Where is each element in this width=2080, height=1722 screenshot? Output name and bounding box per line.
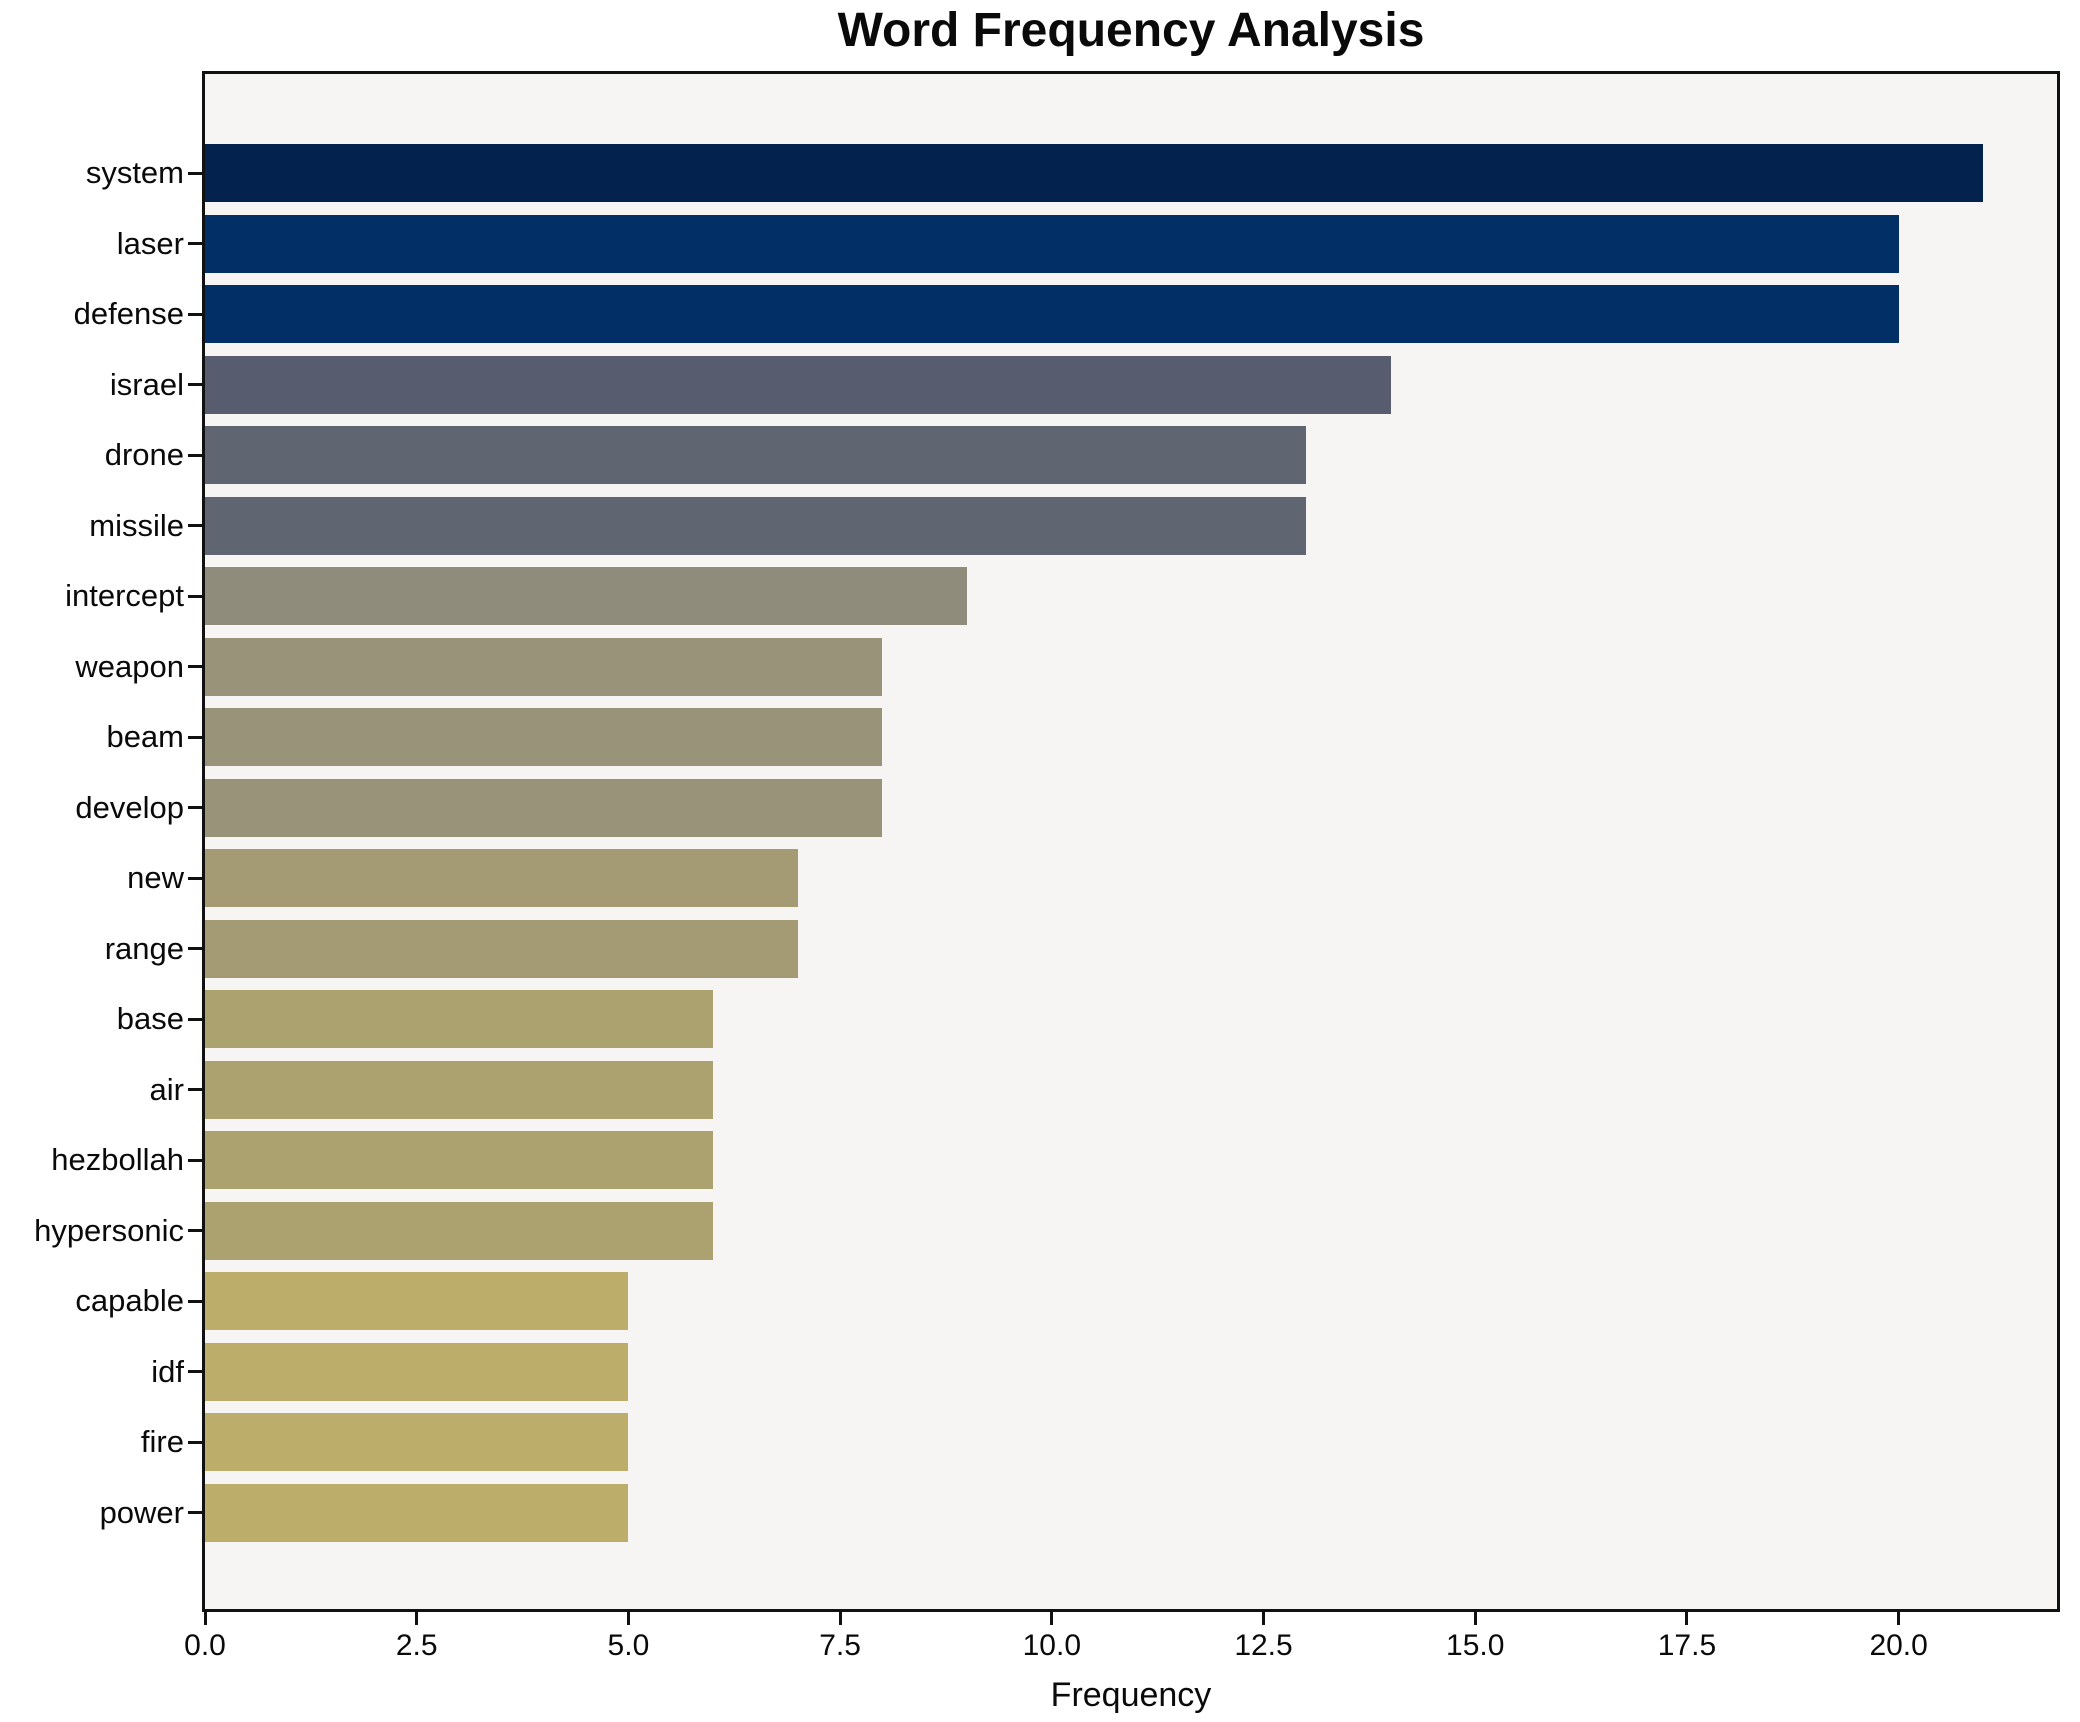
y-tick-mark <box>188 665 202 668</box>
bar-base <box>205 990 714 1048</box>
bar-laser <box>205 214 1899 273</box>
bar-idf <box>205 1342 629 1401</box>
y-tick-mark <box>188 453 202 457</box>
x-tick-label: 2.5 <box>395 1629 438 1662</box>
bar-weapon <box>205 637 883 696</box>
bar-missile <box>205 496 1306 555</box>
y-tick-mark <box>188 735 202 739</box>
y-tick-label-develop: develop <box>75 789 184 825</box>
bar-system <box>205 144 1984 202</box>
y-tick-mark <box>188 1017 202 1021</box>
y-tick-label-laser: laser <box>116 225 184 261</box>
y-tick-label-idf: idf <box>151 1353 184 1389</box>
y-tick-label-air: air <box>149 1071 184 1107</box>
y-tick-label-fire: fire <box>140 1424 184 1459</box>
y-tick-label-new: new <box>127 860 184 895</box>
y-tick-mark <box>188 171 202 175</box>
y-tick-label-capable: capable <box>75 1283 184 1318</box>
x-tick-mark <box>1473 1612 1477 1625</box>
bar-israel <box>205 355 1391 414</box>
x-tick-label: 17.5 <box>1657 1629 1717 1662</box>
y-tick-mark <box>188 383 202 386</box>
y-tick-mark <box>188 524 202 527</box>
y-tick-mark <box>188 1370 202 1373</box>
bar-develop <box>205 778 883 837</box>
y-tick-label-range: range <box>104 930 184 966</box>
bar-range <box>205 919 798 978</box>
y-tick-mark <box>188 806 202 809</box>
x-tick-mark <box>203 1612 207 1625</box>
y-tick-label-beam: beam <box>106 719 184 754</box>
x-tick-label: 12.5 <box>1234 1629 1293 1662</box>
y-tick-mark <box>188 947 202 950</box>
x-tick-label: 10.0 <box>1022 1629 1081 1662</box>
y-tick-mark <box>188 1299 202 1303</box>
y-tick-label-hezbollah: hezbollah <box>51 1142 184 1177</box>
x-tick-label: 20.0 <box>1869 1629 1928 1662</box>
y-tick-mark <box>188 242 202 245</box>
bar-hypersonic <box>205 1201 714 1260</box>
x-axis-label: Frequency <box>1050 1676 1212 1714</box>
bar-air <box>205 1060 714 1119</box>
x-tick-label: 5.0 <box>607 1629 650 1662</box>
y-tick-mark <box>188 1440 202 1444</box>
y-tick-label-system: system <box>85 155 184 190</box>
y-tick-mark <box>188 1088 202 1091</box>
y-tick-label-power: power <box>99 1494 184 1530</box>
y-tick-label-hypersonic: hypersonic <box>34 1212 184 1248</box>
x-tick-mark <box>1685 1612 1689 1625</box>
chart-title: Word Frequency Analysis <box>837 4 1425 57</box>
bar-capable <box>205 1272 629 1330</box>
y-tick-label-defense: defense <box>73 296 184 331</box>
y-tick-label-weapon: weapon <box>75 648 184 684</box>
bar-hezbollah <box>205 1131 714 1189</box>
y-tick-mark <box>188 594 202 598</box>
x-tick-mark <box>626 1612 630 1625</box>
x-tick-mark <box>1262 1612 1266 1625</box>
bar-fire <box>205 1413 629 1471</box>
x-tick-mark <box>415 1612 419 1625</box>
bar-beam <box>205 708 883 766</box>
plot-area <box>202 71 2060 1612</box>
x-tick-mark <box>1897 1612 1901 1625</box>
y-tick-label-intercept: intercept <box>65 578 184 613</box>
y-tick-mark <box>188 876 202 880</box>
y-tick-label-missile: missile <box>89 507 184 543</box>
bar-power <box>205 1483 629 1542</box>
bar-intercept <box>205 567 968 625</box>
x-tick-label: 0.0 <box>184 1629 226 1662</box>
y-tick-mark <box>188 312 202 316</box>
x-tick-mark <box>1050 1612 1054 1625</box>
y-tick-label-drone: drone <box>104 437 184 472</box>
y-tick-label-base: base <box>116 1001 184 1036</box>
y-tick-label-israel: israel <box>109 366 184 402</box>
bar-drone <box>205 426 1306 484</box>
y-tick-mark <box>188 1511 202 1514</box>
bar-defense <box>205 285 1899 343</box>
y-tick-mark <box>188 1158 202 1162</box>
x-tick-label: 7.5 <box>819 1629 861 1662</box>
y-tick-mark <box>188 1229 202 1232</box>
x-tick-label: 15.0 <box>1446 1629 1505 1662</box>
x-tick-mark <box>838 1612 842 1625</box>
bar-new <box>205 849 798 907</box>
